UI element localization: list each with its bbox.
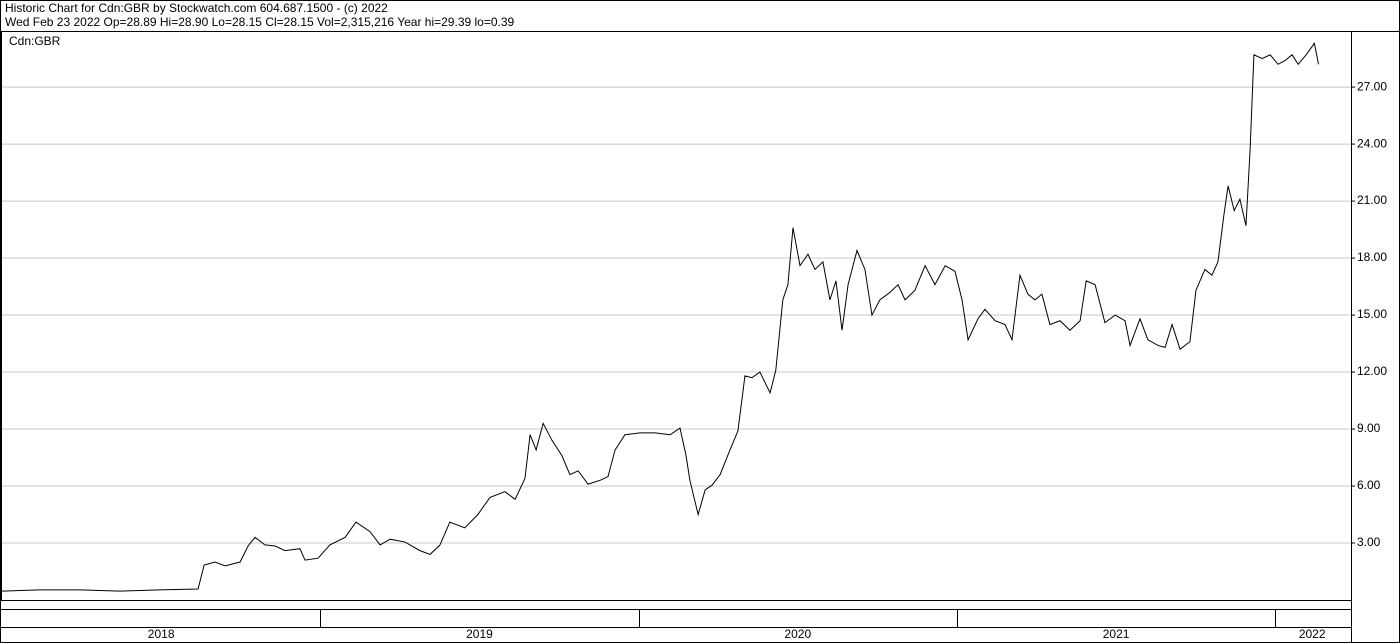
x-tick-label: 2021 bbox=[1103, 627, 1130, 641]
y-tick-label: 12.00 bbox=[1357, 364, 1387, 378]
x-tick-label: 2022 bbox=[1299, 627, 1326, 641]
y-tick-label: 21.00 bbox=[1357, 193, 1387, 207]
plot-frame bbox=[1, 31, 1352, 601]
x-tick-label: 2019 bbox=[466, 627, 493, 641]
y-tick-label: 18.00 bbox=[1357, 250, 1387, 264]
y-tick-label: 3.00 bbox=[1357, 535, 1381, 549]
y-tick-label: 24.00 bbox=[1357, 136, 1387, 150]
y-tick-label: 6.00 bbox=[1357, 478, 1381, 492]
x-tick-label: 2020 bbox=[784, 627, 811, 641]
x-tick-label: 2018 bbox=[148, 627, 175, 641]
y-tick-label: 9.00 bbox=[1357, 421, 1381, 435]
chart-subtitle: Wed Feb 23 2022 Op=28.89 Hi=28.90 Lo=28.… bbox=[5, 15, 515, 29]
y-tick-label: 27.00 bbox=[1357, 79, 1387, 93]
y-tick-label: 15.00 bbox=[1357, 307, 1387, 321]
price-line bbox=[1, 42, 1320, 592]
legend-entry: Cdn:GBR bbox=[9, 34, 61, 48]
chart-title: Historic Chart for Cdn:GBR by Stockwatch… bbox=[5, 1, 388, 15]
